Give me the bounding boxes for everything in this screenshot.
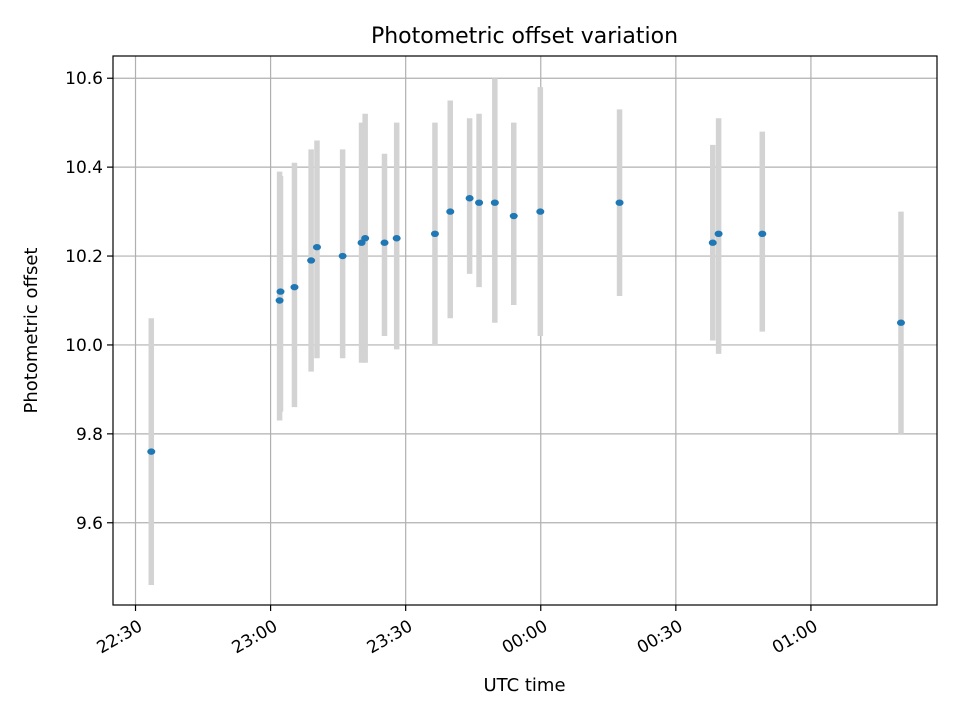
data-point — [276, 288, 285, 295]
data-point — [361, 235, 370, 242]
data-point — [307, 257, 316, 264]
data-point — [758, 230, 767, 238]
y-axis-label: Photometric offset — [21, 248, 42, 414]
data-point — [147, 448, 156, 455]
y-tick-label: 10.2 — [65, 247, 103, 267]
data-point — [430, 230, 439, 238]
data-point — [290, 283, 299, 291]
data-point — [475, 199, 484, 206]
data-point — [446, 208, 455, 215]
data-point — [714, 230, 723, 238]
y-axis-ticks: 9.6 9.8 10.0 10.2 10.4 10.6 — [65, 69, 113, 534]
data-point — [536, 208, 545, 215]
data-point — [708, 239, 717, 246]
y-tick-label: 9.8 — [76, 425, 103, 445]
plot-frame — [112, 55, 938, 606]
data-point — [896, 319, 905, 326]
data-point — [392, 235, 401, 242]
data-point — [338, 252, 347, 260]
y-tick-label: 10.0 — [65, 336, 103, 356]
y-tick-label: 10.4 — [65, 158, 103, 178]
data-point — [615, 199, 624, 206]
data-point — [275, 297, 284, 304]
grid — [113, 56, 937, 605]
data-point — [380, 239, 389, 246]
data-point — [465, 195, 474, 202]
data-points — [147, 195, 905, 455]
y-tick-label: 9.6 — [76, 514, 103, 534]
data-point — [509, 212, 518, 220]
y-tick-label: 10.6 — [65, 69, 103, 89]
chart-title: Photometric offset variation — [371, 24, 678, 49]
data-point — [312, 243, 321, 251]
data-point — [490, 199, 499, 206]
x-axis-label: UTC time — [483, 675, 565, 696]
